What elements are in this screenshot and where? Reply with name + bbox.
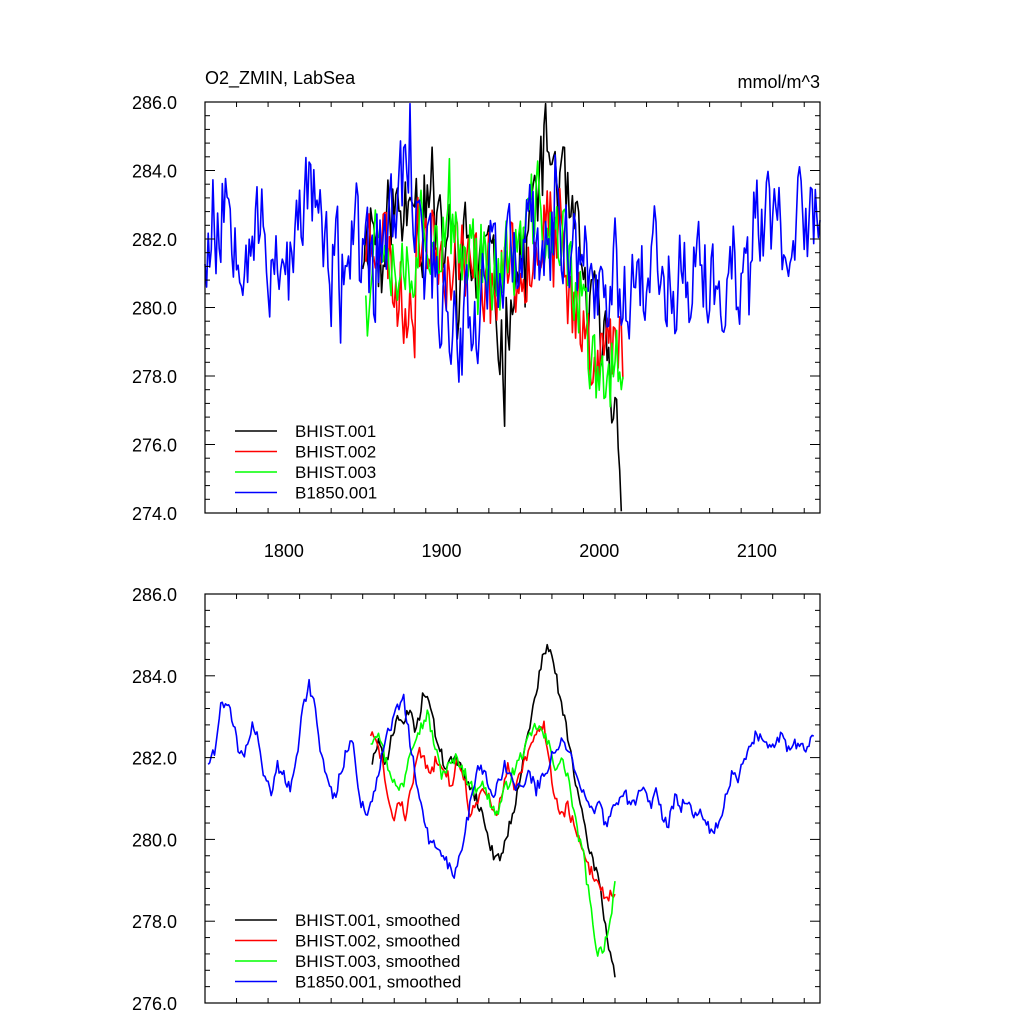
x-tick-label: 2000 [579,541,619,561]
series-line-0-3 [204,102,821,383]
y-tick-label: 276.0 [132,436,177,456]
x-tick-label: 2100 [737,541,777,561]
legend-label: BHIST.002 [295,443,376,462]
x-tick-label: 1800 [264,541,304,561]
legend-label: B1850.001, smoothed [295,973,461,992]
chart-title-left: O2_ZMIN, LabSea [205,68,356,89]
y-tick-label: 284.0 [132,667,177,687]
y-tick-label: 274.0 [132,504,177,524]
legend-label: B1850.001 [295,484,377,503]
y-tick-label: 278.0 [132,367,177,387]
plot-frame [204,593,821,1004]
series-line-0-0 [361,102,623,512]
series-line-1-1 [369,720,616,902]
legend-label: BHIST.003, smoothed [295,952,460,971]
series-line-0-2 [365,157,624,408]
series-line-0-1 [365,187,624,389]
y-tick-label: 282.0 [132,749,177,769]
bottom-plot-panel: 276.0 278.0 280.0 282.0 284.0 286.0 BHIST.001,… [132,585,821,1014]
chart-title-units: mmol/m^3 [738,72,820,92]
y-tick-label: 280.0 [132,299,177,319]
series-line-1-3 [207,678,815,879]
legend-label: BHIST.001, smoothed [295,911,460,930]
x-tick-label: 1900 [422,541,462,561]
y-tick-label: 276.0 [132,994,177,1014]
legend-label: BHIST.001 [295,422,376,441]
legend-label: BHIST.002, smoothed [295,932,460,951]
series-line-1-0 [371,643,616,978]
y-tick-label: 284.0 [132,162,177,182]
y-tick-label: 280.0 [132,830,177,850]
top-plot-panel: 1800 1900 2000 2100 274.0 276.0 278.0 280.0 282.… [132,93,821,561]
y-tick-label: 286.0 [132,93,177,113]
y-tick-label: 282.0 [132,230,177,250]
legend-label: BHIST.003 [295,463,376,482]
y-tick-label: 278.0 [132,912,177,932]
y-tick-label: 286.0 [132,585,177,605]
